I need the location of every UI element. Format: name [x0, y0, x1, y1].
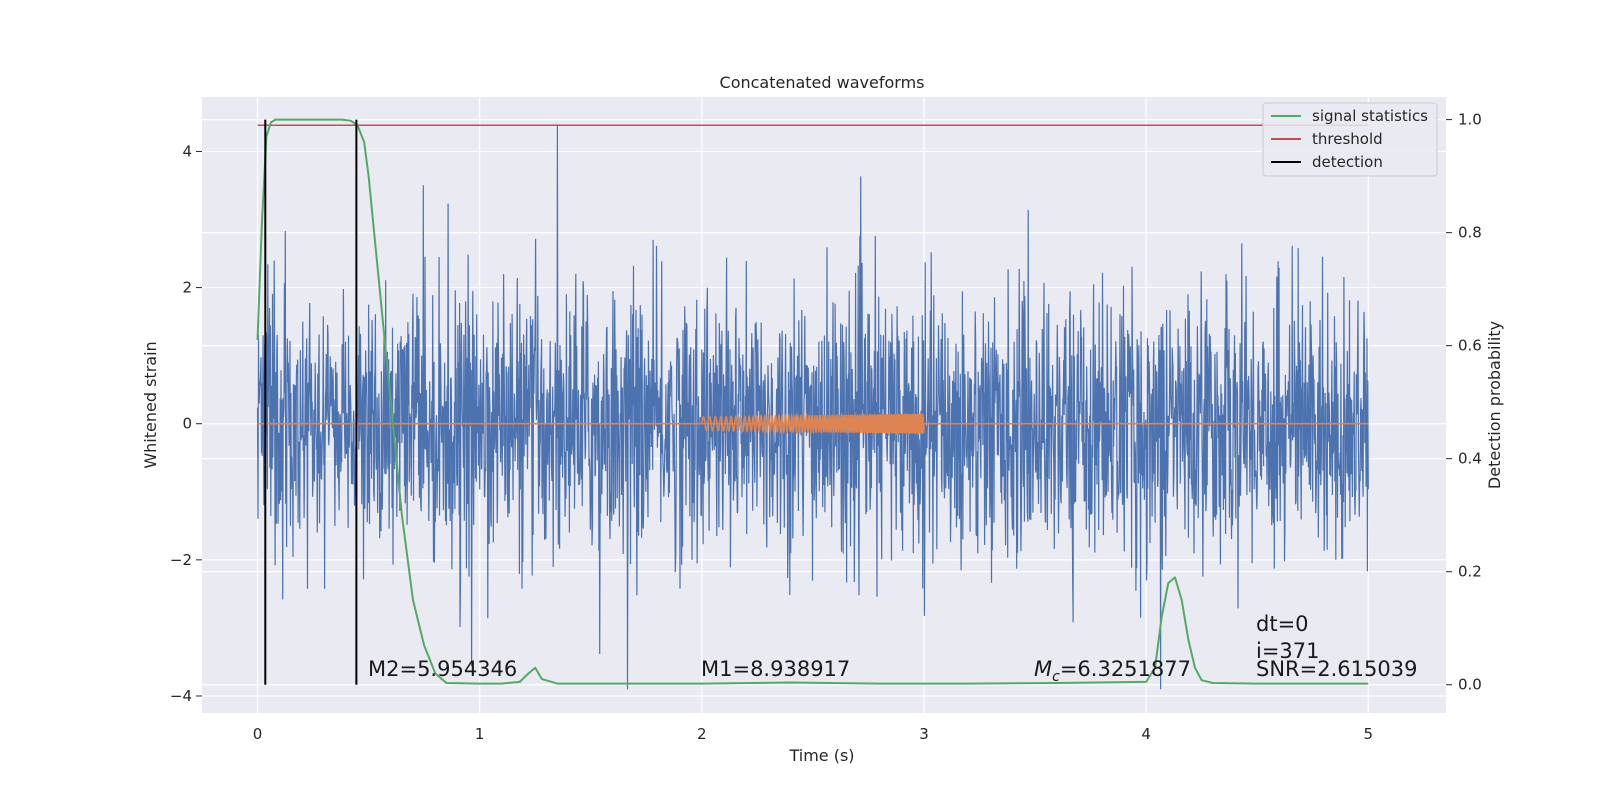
legend-label-threshold: threshold — [1312, 130, 1383, 148]
legend-box — [1262, 102, 1438, 177]
annotation-mc-subscript: c — [1052, 669, 1060, 685]
annotation-m1: M1=8.938917 — [701, 657, 850, 681]
legend: signal statistics threshold detection — [1262, 102, 1438, 177]
tick-layer: 0 1 2 3 4 5 −4 −2 0 2 4 0.0 0.2 0.4 0.6 0.8 1.0 — [170, 111, 1482, 743]
x-tick-label: 3 — [919, 725, 929, 743]
y-tick-label-left: 2 — [182, 279, 192, 297]
legend-label-signal-statistics: signal statistics — [1312, 107, 1428, 125]
x-tick-label: 4 — [1141, 725, 1151, 743]
y-axis-label-right: Detection probability — [1485, 321, 1504, 489]
signal-statistics-line — [256, 118, 1369, 685]
annotation-snr: SNR=2.615039 — [1256, 657, 1417, 681]
y-tick-label-right: 0.0 — [1458, 676, 1482, 694]
injected-waveform-layer — [257, 411, 1369, 436]
y-tick-label-left: 4 — [182, 142, 192, 160]
chart-title: Concatenated waveforms — [720, 73, 925, 92]
y-axis-label-left: Whitened strain — [141, 341, 160, 468]
y-tick-label-left: −2 — [170, 551, 192, 569]
annotation-mc-value: =6.3251877 — [1060, 657, 1191, 681]
y-tick-label-right: 0.2 — [1458, 563, 1482, 581]
y-tick-label-right: 0.6 — [1458, 337, 1482, 355]
y-tick-label-left: −4 — [170, 687, 192, 705]
x-tick-label: 2 — [697, 725, 707, 743]
y-tick-label-left: 0 — [182, 415, 192, 433]
annotation-m2: M2=5.954346 — [368, 657, 517, 681]
annotation-mc-symbol: M — [1034, 657, 1052, 681]
annotation-i: i=371 — [1256, 639, 1320, 663]
statistics-layer — [256, 118, 1369, 685]
annotation-mc: Mc=6.3251877 — [1034, 657, 1191, 685]
annotation-dt: dt=0 — [1256, 612, 1309, 636]
y-tick-label-right: 0.4 — [1458, 450, 1482, 468]
legend-label-detection: detection — [1312, 153, 1383, 171]
x-axis-label: Time (s) — [788, 746, 854, 765]
x-tick-label: 0 — [253, 725, 263, 743]
x-tick-label: 5 — [1363, 725, 1373, 743]
x-tick-label: 1 — [475, 725, 485, 743]
injected-waveform-chirp — [701, 411, 925, 436]
y-tick-label-right: 1.0 — [1458, 111, 1482, 129]
y-tick-label-right: 0.8 — [1458, 224, 1482, 242]
